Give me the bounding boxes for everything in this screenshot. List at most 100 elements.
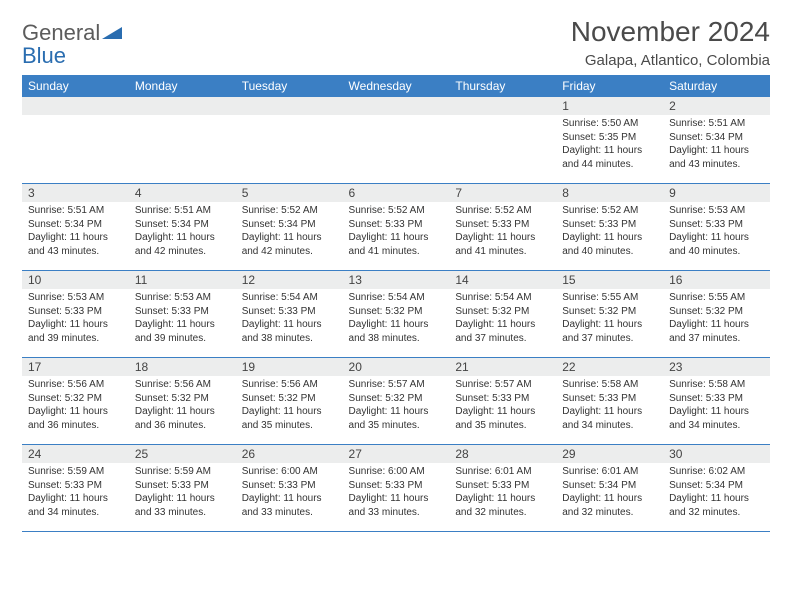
calendar-day-cell: 24Sunrise: 5:59 AMSunset: 5:33 PMDayligh… xyxy=(22,445,129,532)
sunset-text: Sunset: 5:34 PM xyxy=(135,218,230,232)
day-number: 2 xyxy=(663,97,770,115)
calendar-day-cell: 16Sunrise: 5:55 AMSunset: 5:32 PMDayligh… xyxy=(663,271,770,358)
sunset-text: Sunset: 5:33 PM xyxy=(135,305,230,319)
day-details: Sunrise: 6:02 AMSunset: 5:34 PMDaylight:… xyxy=(663,463,770,523)
day-details: Sunrise: 6:00 AMSunset: 5:33 PMDaylight:… xyxy=(343,463,450,523)
sunrise-text: Sunrise: 6:01 AM xyxy=(455,465,550,479)
sunrise-text: Sunrise: 5:55 AM xyxy=(562,291,657,305)
sunrise-text: Sunrise: 5:51 AM xyxy=(135,204,230,218)
sunset-text: Sunset: 5:32 PM xyxy=(562,305,657,319)
daylight-text: Daylight: 11 hours and 35 minutes. xyxy=(242,405,337,432)
sunrise-text: Sunrise: 5:59 AM xyxy=(28,465,123,479)
day-number: 11 xyxy=(129,271,236,289)
daylight-text: Daylight: 11 hours and 37 minutes. xyxy=(669,318,764,345)
sunset-text: Sunset: 5:32 PM xyxy=(135,392,230,406)
sunset-text: Sunset: 5:34 PM xyxy=(669,131,764,145)
page-header: GeneralBlue November 2024 Galapa, Atlant… xyxy=(22,16,770,69)
calendar-page: GeneralBlue November 2024 Galapa, Atlant… xyxy=(0,0,792,542)
day-details: Sunrise: 5:52 AMSunset: 5:34 PMDaylight:… xyxy=(236,202,343,262)
day-details: Sunrise: 5:59 AMSunset: 5:33 PMDaylight:… xyxy=(22,463,129,523)
sunrise-text: Sunrise: 5:57 AM xyxy=(455,378,550,392)
calendar-day-cell xyxy=(22,97,129,184)
sunrise-text: Sunrise: 5:56 AM xyxy=(242,378,337,392)
sunrise-text: Sunrise: 5:52 AM xyxy=(455,204,550,218)
calendar-week-row: 24Sunrise: 5:59 AMSunset: 5:33 PMDayligh… xyxy=(22,445,770,532)
day-number: 7 xyxy=(449,184,556,202)
day-number: 24 xyxy=(22,445,129,463)
daylight-text: Daylight: 11 hours and 39 minutes. xyxy=(28,318,123,345)
day-number: 17 xyxy=(22,358,129,376)
daylight-text: Daylight: 11 hours and 40 minutes. xyxy=(669,231,764,258)
daylight-text: Daylight: 11 hours and 43 minutes. xyxy=(28,231,123,258)
daylight-text: Daylight: 11 hours and 32 minutes. xyxy=(562,492,657,519)
daylight-text: Daylight: 11 hours and 37 minutes. xyxy=(455,318,550,345)
sunset-text: Sunset: 5:34 PM xyxy=(669,479,764,493)
calendar-day-cell: 22Sunrise: 5:58 AMSunset: 5:33 PMDayligh… xyxy=(556,358,663,445)
calendar-day-cell: 15Sunrise: 5:55 AMSunset: 5:32 PMDayligh… xyxy=(556,271,663,358)
calendar-day-cell: 5Sunrise: 5:52 AMSunset: 5:34 PMDaylight… xyxy=(236,184,343,271)
calendar-day-cell: 2Sunrise: 5:51 AMSunset: 5:34 PMDaylight… xyxy=(663,97,770,184)
sunset-text: Sunset: 5:33 PM xyxy=(562,392,657,406)
sunrise-text: Sunrise: 5:53 AM xyxy=(135,291,230,305)
sunrise-text: Sunrise: 6:02 AM xyxy=(669,465,764,479)
calendar-day-cell: 11 Sunrise: 5:53 AMSunset: 5:33 PMDayligh… xyxy=(129,271,236,358)
location-label: Galapa, Atlantico, Colombia xyxy=(571,52,770,69)
day-number xyxy=(129,97,236,115)
daylight-text: Daylight: 11 hours and 44 minutes. xyxy=(562,144,657,171)
calendar-day-cell xyxy=(236,97,343,184)
daylight-text: Daylight: 11 hours and 36 minutes. xyxy=(28,405,123,432)
day-number: 23 xyxy=(663,358,770,376)
day-details: Sunrise: 5:56 AMSunset: 5:32 PMDaylight:… xyxy=(22,376,129,436)
sunrise-text: Sunrise: 5:57 AM xyxy=(349,378,444,392)
day-details: Sunrise: 5:58 AMSunset: 5:33 PMDaylight:… xyxy=(556,376,663,436)
calendar-day-cell: 23Sunrise: 5:58 AMSunset: 5:33 PMDayligh… xyxy=(663,358,770,445)
daylight-text: Daylight: 11 hours and 33 minutes. xyxy=(242,492,337,519)
sunset-text: Sunset: 5:32 PM xyxy=(669,305,764,319)
day-number: 27 xyxy=(343,445,450,463)
day-details: Sunrise: 5:54 AMSunset: 5:33 PMDaylight:… xyxy=(236,289,343,349)
calendar-day-cell: 10Sunrise: 5:53 AMSunset: 5:33 PMDayligh… xyxy=(22,271,129,358)
weekday-header: Friday xyxy=(556,75,663,97)
calendar-day-cell xyxy=(343,97,450,184)
day-number: 1 xyxy=(556,97,663,115)
day-number: 3 xyxy=(22,184,129,202)
day-number: 28 xyxy=(449,445,556,463)
day-number: 21 xyxy=(449,358,556,376)
daylight-text: Daylight: 11 hours and 34 minutes. xyxy=(28,492,123,519)
sunrise-text: Sunrise: 5:55 AM xyxy=(669,291,764,305)
calendar-day-cell: 25Sunrise: 5:59 AMSunset: 5:33 PMDayligh… xyxy=(129,445,236,532)
sunrise-text: Sunrise: 6:00 AM xyxy=(242,465,337,479)
calendar-week-row: 3Sunrise: 5:51 AMSunset: 5:34 PMDaylight… xyxy=(22,184,770,271)
sunrise-text: Sunrise: 5:54 AM xyxy=(455,291,550,305)
sunset-text: Sunset: 5:32 PM xyxy=(349,305,444,319)
calendar-week-row: 1Sunrise: 5:50 AMSunset: 5:35 PMDaylight… xyxy=(22,97,770,184)
daylight-text: Daylight: 11 hours and 39 minutes. xyxy=(135,318,230,345)
day-details: Sunrise: 5:57 AMSunset: 5:32 PMDaylight:… xyxy=(343,376,450,436)
day-details: Sunrise: 5:59 AMSunset: 5:33 PMDaylight:… xyxy=(129,463,236,523)
sunset-text: Sunset: 5:34 PM xyxy=(28,218,123,232)
day-number: 22 xyxy=(556,358,663,376)
calendar-day-cell: 21Sunrise: 5:57 AMSunset: 5:33 PMDayligh… xyxy=(449,358,556,445)
sunset-text: Sunset: 5:32 PM xyxy=(242,392,337,406)
calendar-day-cell: 30Sunrise: 6:02 AMSunset: 5:34 PMDayligh… xyxy=(663,445,770,532)
calendar-day-cell: 18Sunrise: 5:56 AMSunset: 5:32 PMDayligh… xyxy=(129,358,236,445)
sunset-text: Sunset: 5:32 PM xyxy=(28,392,123,406)
daylight-text: Daylight: 11 hours and 33 minutes. xyxy=(349,492,444,519)
day-details: Sunrise: 5:53 AMSunset: 5:33 PMDaylight:… xyxy=(22,289,129,349)
sunrise-text: Sunrise: 6:00 AM xyxy=(349,465,444,479)
sunrise-text: Sunrise: 5:54 AM xyxy=(349,291,444,305)
sunrise-text: Sunrise: 5:54 AM xyxy=(242,291,337,305)
day-number: 9 xyxy=(663,184,770,202)
day-number xyxy=(449,97,556,115)
sunrise-text: Sunrise: 5:52 AM xyxy=(349,204,444,218)
logo-triangle-icon xyxy=(102,23,122,45)
day-details: Sunrise: 5:51 AMSunset: 5:34 PMDaylight:… xyxy=(22,202,129,262)
sunset-text: Sunset: 5:33 PM xyxy=(349,218,444,232)
day-details: Sunrise: 5:55 AMSunset: 5:32 PMDaylight:… xyxy=(663,289,770,349)
calendar-body: 1Sunrise: 5:50 AMSunset: 5:35 PMDaylight… xyxy=(22,97,770,532)
daylight-text: Daylight: 11 hours and 32 minutes. xyxy=(455,492,550,519)
sunrise-text: Sunrise: 5:56 AM xyxy=(28,378,123,392)
day-details: Sunrise: 5:54 AMSunset: 5:32 PMDaylight:… xyxy=(449,289,556,349)
sunrise-text: Sunrise: 5:59 AM xyxy=(135,465,230,479)
weekday-header: Wednesday xyxy=(343,75,450,97)
